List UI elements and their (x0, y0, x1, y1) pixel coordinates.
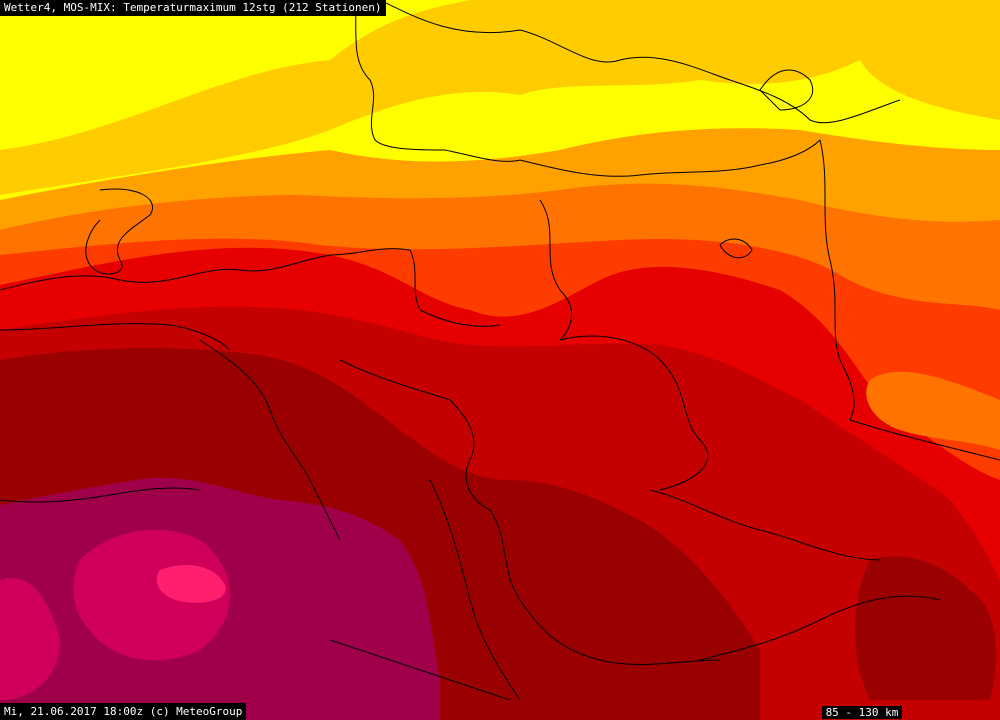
scale-bar-label: 85 - 130 km (821, 706, 903, 719)
country-borders (0, 0, 1000, 701)
map-footer: Mi, 21.06.2017 18:00z (c) MeteoGroup (0, 703, 247, 720)
map-title: Wetter4, MOS-MIX: Temperaturmaximum 12st… (0, 0, 386, 16)
scale-bar: 85 - 130 km (812, 703, 912, 720)
